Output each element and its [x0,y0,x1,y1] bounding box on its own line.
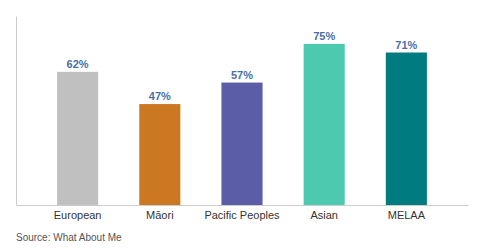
x-tick: Asian [310,209,338,221]
x-axis-line [17,205,469,206]
y-axis [16,17,17,206]
bars [57,44,427,205]
x-tick-label: European [54,209,102,221]
data-label: 75% [313,30,335,42]
data-labels: 62% 47% 57% 75% 71% [67,30,418,102]
x-tick-label: Asian [310,209,338,221]
bar [139,104,180,205]
x-tick-label: MELAA [388,209,426,221]
bar [304,44,345,205]
bar [386,53,427,205]
data-label: 71% [395,39,417,51]
chart: European Māori Pacific Peoples Asian MELAA 62… [0,0,480,249]
x-tick: Māori [146,209,174,221]
bar [57,72,98,205]
x-tick: Pacific Peoples [204,209,280,221]
x-tick: MELAA [388,209,426,221]
data-label: 62% [67,58,89,70]
data-label: 57% [231,69,253,81]
data-label: 47% [149,90,171,102]
plot: European Māori Pacific Peoples Asian MELAA 62… [17,17,469,221]
x-axis: European Māori Pacific Peoples Asian MELAA [17,206,469,221]
bar [221,83,262,205]
x-tick: European [54,209,102,221]
x-tick-label: Māori [146,209,174,221]
x-tick-label: Pacific Peoples [204,209,280,221]
source-note: Source: What About Me [16,232,122,243]
y-axis-line [16,17,17,206]
